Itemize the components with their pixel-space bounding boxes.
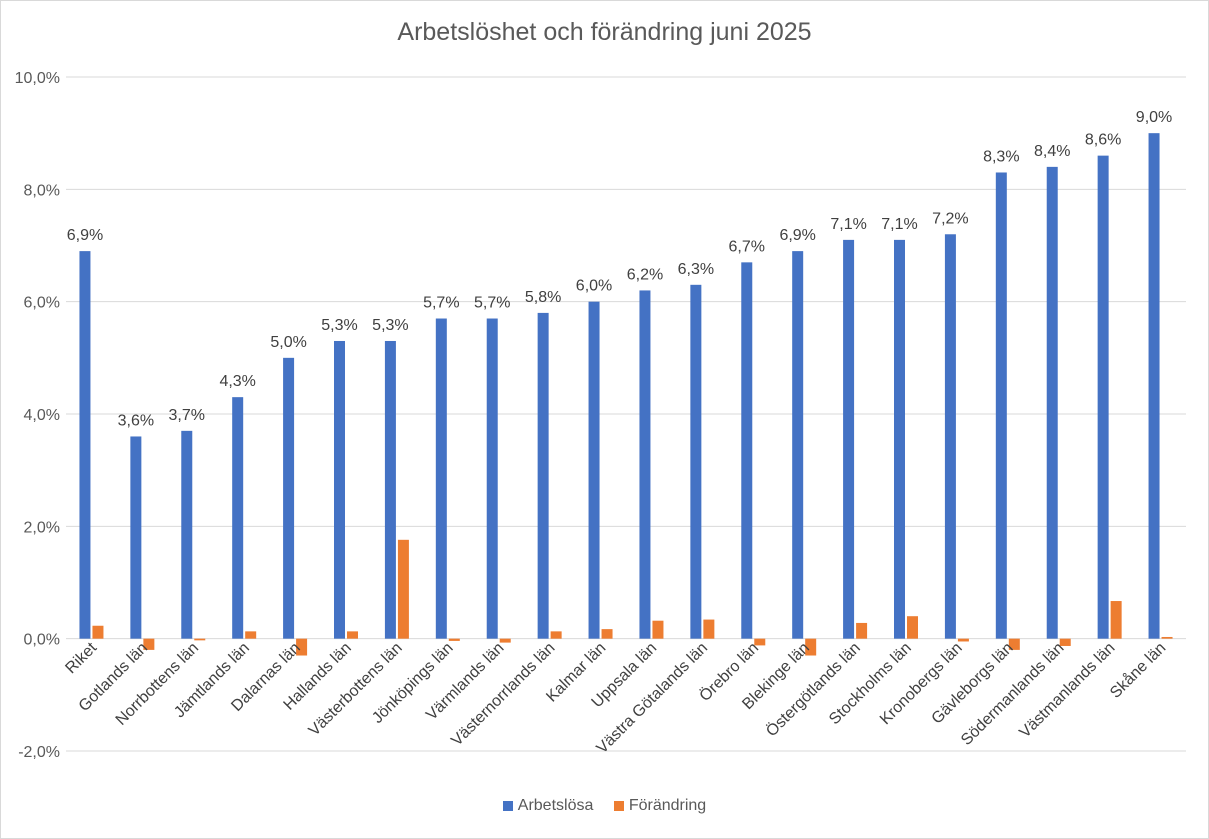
data-label: 5,0% [270,334,306,351]
data-label: 5,3% [372,317,408,334]
bar-forandring [1161,636,1173,639]
bar-arbetslosa [130,436,142,639]
bar-arbetslosa [690,284,702,639]
bar-forandring [601,629,613,639]
bar-forandring [754,638,766,646]
bar-arbetslosa [1046,166,1058,639]
x-tick-label: Västerbottens län [306,639,406,739]
bar-arbetslosa [537,312,549,639]
bar-arbetslosa [792,251,804,639]
bar-arbetslosa [1148,133,1160,639]
data-label: 5,7% [474,295,510,312]
y-tick-label: 2,0% [24,519,60,536]
bar-forandring [245,631,257,639]
legend-label-forandring: Förändring [628,797,707,814]
chart-title: Arbetslöshet och förändring juni 2025 [397,18,812,46]
legend-swatch-blue [502,801,513,811]
data-label: 7,1% [830,216,866,233]
y-tick-label: 4,0% [24,407,60,424]
bar-forandring [652,620,664,639]
data-label: 8,4% [1034,143,1070,160]
data-label: 4,3% [219,373,255,390]
bar-forandring [397,539,409,639]
bar-forandring [907,616,918,639]
data-label: 7,2% [932,210,968,227]
bar-forandring [805,638,817,656]
legend-item-forandring: Förändring [613,797,707,815]
bar-arbetslosa [588,301,600,639]
bar-forandring [550,631,562,639]
bar-forandring [499,638,511,643]
bar-arbetslosa [741,262,753,639]
bar-arbetslosa [843,239,855,639]
x-tick-label: Västernorrlands län [448,639,558,749]
y-tick-label: 0,0% [24,632,60,649]
bar-arbetslosa [944,234,956,639]
data-labels: 6,9% 3,6% 3,7% 4,3% 5,0% 5,3% 5,3% 5,7% 5,7% 5,8%… [67,109,1173,429]
bar-forandring [448,638,460,641]
x-tick-label: Riket [62,639,100,677]
data-label: 9,0% [1136,109,1172,126]
bar-arbetslosa [384,340,396,639]
data-label: 6,0% [576,278,612,295]
bar-forandring [296,638,308,656]
x-tick-label: Västmanlands län [1017,639,1119,741]
legend-label-arbetslosa: Arbetslösa [517,797,594,814]
y-axis-ticks: -2,0% 0,0% 2,0% 4,0% 6,0% 8,0% 10,0% [15,70,60,761]
data-label: 7,1% [881,216,917,233]
data-label: 6,2% [627,266,663,283]
bar-arbetslosa [79,251,91,639]
data-label: 3,6% [118,412,154,429]
bar-arbetslosa [995,172,1007,639]
bar-forandring [194,638,206,641]
bar-arbetslosa [435,318,447,639]
data-label: 5,8% [525,289,561,306]
bar-arbetslosa [232,397,244,639]
bar-arbetslosa [639,290,651,639]
legend-item-arbetslosa: Arbetslösa [502,797,594,815]
data-label: 6,3% [678,261,714,278]
bar-arbetslosa [486,318,498,639]
data-label: 6,7% [729,238,765,255]
bar-forandring [856,622,868,639]
data-label: 5,3% [321,317,357,334]
y-tick-label: 8,0% [24,182,60,199]
data-label: 6,9% [779,227,815,244]
bar-arbetslosa [181,430,193,639]
bar-forandring [703,619,715,639]
bar-arbetslosa [1097,155,1109,639]
bar-arbetslosa [283,357,295,639]
bar-forandring [143,638,155,650]
bars [79,133,1173,656]
bar-forandring [1110,601,1122,639]
bar-forandring [92,625,104,639]
y-tick-label: 10,0% [15,70,60,87]
bar-arbetslosa [894,239,905,639]
bar-forandring [1059,638,1071,646]
bar-forandring [957,638,969,642]
legend-swatch-orange [613,801,624,811]
y-tick-label: 6,0% [24,295,60,312]
bar-arbetslosa [334,340,345,639]
data-label: 8,6% [1085,132,1121,149]
data-label: 3,7% [169,407,205,424]
data-label: 6,9% [67,227,103,244]
bar-forandring [1008,638,1020,650]
data-label: 8,3% [983,148,1019,165]
bar-forandring [347,631,358,639]
x-tick-label: Skåne län [1106,639,1169,702]
legend: Arbetslösa Förändring [0,797,1209,816]
data-label: 5,7% [423,295,459,312]
y-tick-label: -2,0% [18,744,60,761]
